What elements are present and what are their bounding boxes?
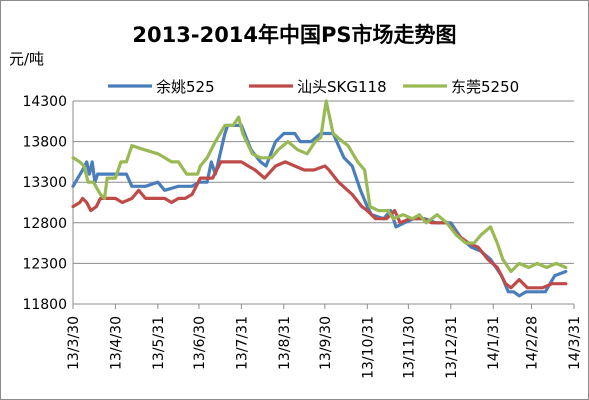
x-tick-label: 13/7/31 bbox=[234, 316, 250, 370]
x-tick-label: 13/10/31 bbox=[360, 316, 376, 379]
y-tick-label: 12300 bbox=[22, 256, 67, 272]
y-tick-label: 11800 bbox=[22, 297, 67, 313]
x-tick-label: 13/11/30 bbox=[401, 316, 417, 379]
x-tick-label: 14/3/31 bbox=[567, 316, 583, 370]
x-tick-label: 13/9/30 bbox=[318, 316, 334, 370]
x-tick-label: 13/5/31 bbox=[151, 316, 167, 370]
x-tick-label: 13/6/30 bbox=[192, 316, 208, 370]
series-line bbox=[71, 160, 568, 290]
legend-label: 余姚525 bbox=[156, 78, 215, 96]
x-tick-label: 13/8/31 bbox=[277, 316, 293, 370]
y-tick-label: 14300 bbox=[22, 94, 67, 110]
chart-title: 2013-2014年中国PS市场走势图 bbox=[132, 23, 457, 47]
y-tick-label: 13800 bbox=[22, 135, 67, 151]
x-tick-label: 13/3/30 bbox=[66, 316, 82, 370]
y-tick-label: 13300 bbox=[22, 175, 67, 191]
x-tick-label: 14/1/31 bbox=[486, 316, 502, 370]
legend-label: 东莞5250 bbox=[451, 78, 519, 96]
y-tick-label: 12800 bbox=[22, 216, 67, 232]
series-line bbox=[71, 99, 568, 274]
y-axis-unit-label: 元/吨 bbox=[9, 50, 45, 68]
legend-label: 汕头SKG118 bbox=[297, 78, 387, 96]
x-tick-label: 14/2/28 bbox=[525, 316, 541, 370]
x-tick-label: 13/12/31 bbox=[444, 316, 460, 379]
x-tick-label: 13/4/30 bbox=[108, 316, 124, 370]
